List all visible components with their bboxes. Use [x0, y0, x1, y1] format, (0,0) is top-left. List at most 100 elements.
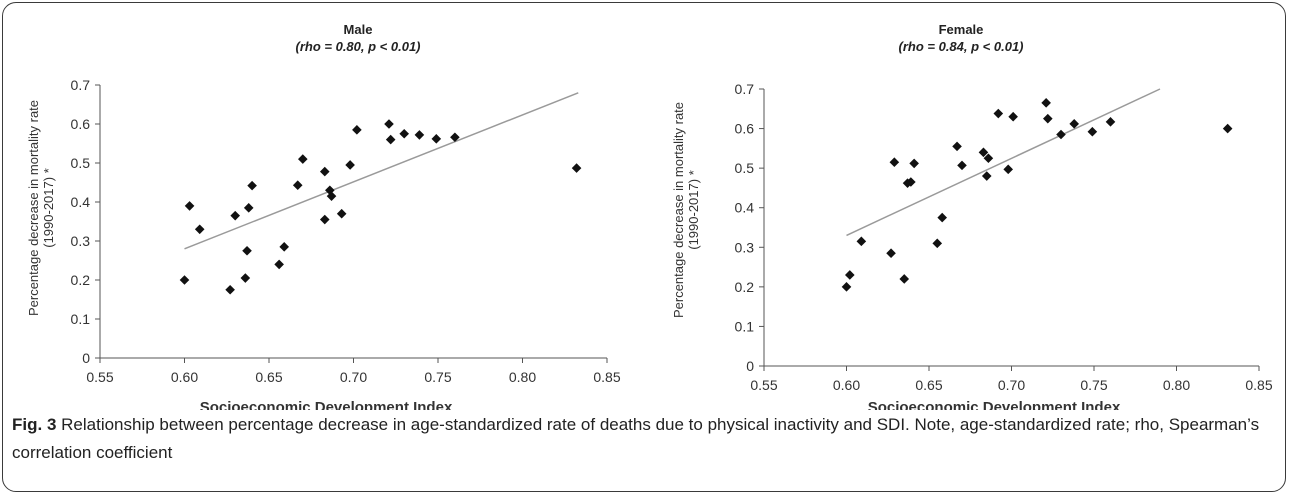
female-data-point	[983, 153, 994, 164]
female-x-tick-label: 0.55	[750, 377, 777, 393]
male-data-point	[385, 134, 396, 145]
female-y-tick-label: 0.2	[735, 279, 755, 295]
female-x-axis-label: Socioeconomic Development Index	[868, 399, 1121, 410]
male-x-tick-label: 0.60	[171, 369, 198, 385]
female-data-point	[886, 248, 896, 259]
male-data-point	[571, 163, 582, 173]
female-chart-title: Female	[939, 22, 984, 37]
female-data-point	[1041, 98, 1051, 108]
figure-caption: Fig. 3 Relationship between percentage d…	[12, 411, 1262, 467]
male-x-tick-label: 0.65	[255, 369, 282, 385]
male-x-tick-label: 0.75	[424, 369, 451, 385]
figure-caption-label: Fig. 3	[12, 415, 57, 434]
female-y-axis-label-2: (1990-2017) *	[686, 170, 701, 250]
female-trendline	[846, 88, 1161, 237]
female-data-point	[1043, 113, 1053, 124]
female-data-point	[1069, 119, 1079, 129]
male-scatter-plot: 0 0.1 0.2 0.3 0.4 0.5 0.6 0.7 0.55 0.60 0.65 0.70 0.…	[71, 77, 621, 385]
female-x-tick-label: 0.80	[1163, 377, 1190, 393]
male-x-tick-label: 0.55	[86, 369, 113, 385]
female-data-point	[1008, 111, 1018, 122]
male-y-tick-label: 0.5	[71, 155, 91, 171]
male-data-point	[243, 203, 254, 213]
male-data-point	[225, 284, 235, 295]
male-data-point	[230, 210, 240, 221]
female-data-point	[841, 282, 852, 292]
male-data-point	[326, 191, 337, 201]
female-data-point	[1003, 164, 1013, 175]
male-x-tick-label: 0.80	[509, 369, 536, 385]
male-chart-subtitle: (rho = 0.80, p < 0.01)	[296, 39, 421, 54]
male-y-tick-label: 0.7	[71, 77, 91, 93]
male-x-tick-label: 0.70	[340, 369, 367, 385]
male-data-point	[325, 185, 335, 196]
female-x-tick-label: 0.75	[1080, 377, 1107, 393]
male-trendline	[184, 92, 579, 250]
female-data-point	[957, 160, 967, 171]
female-data-point	[952, 141, 962, 152]
female-y-tick-label: 0	[746, 358, 754, 374]
figure-charts: Male (rho = 0.80, p < 0.01) Socioeconomi…	[26, 22, 1273, 410]
female-data-point	[978, 147, 989, 158]
male-data-point	[279, 242, 290, 252]
male-data-point	[319, 166, 330, 177]
male-y-tick-label: 0.2	[71, 272, 91, 288]
male-data-point	[242, 245, 252, 256]
male-data-point	[298, 154, 308, 164]
male-y-tick-label: 0.6	[71, 116, 91, 132]
female-data-point	[845, 270, 855, 280]
male-data-point	[274, 259, 284, 270]
female-y-tick-label: 0.4	[735, 200, 755, 216]
male-data-point	[292, 180, 303, 191]
male-y-axis-label: Percentage decrease in mortality rate	[26, 100, 41, 316]
male-data-point	[345, 160, 355, 170]
male-x-tick-label: 0.85	[593, 369, 620, 385]
male-data-point	[194, 224, 205, 235]
male-data-point	[184, 201, 195, 211]
female-x-tick-label: 0.60	[833, 377, 860, 393]
female-data-point	[899, 274, 910, 284]
male-data-point	[399, 128, 409, 139]
male-data-point	[179, 275, 190, 285]
female-chart-subtitle: (rho = 0.84, p < 0.01)	[899, 39, 1024, 54]
female-data-point	[906, 177, 916, 187]
female-x-tick-label: 0.65	[915, 377, 942, 393]
female-data-point	[981, 171, 992, 181]
male-data-point	[414, 130, 425, 140]
female-x-tick-label: 0.85	[1245, 377, 1272, 393]
female-y-tick-label: 0.6	[735, 121, 755, 137]
female-y-tick-label: 0.3	[735, 239, 755, 255]
female-data-point	[937, 212, 947, 223]
male-data-point	[352, 125, 362, 135]
female-x-tick-label: 0.70	[998, 377, 1025, 393]
male-y-tick-label: 0.1	[71, 311, 91, 327]
male-data-point	[247, 180, 257, 191]
female-y-tick-label: 0.7	[735, 81, 755, 97]
female-data-point	[856, 236, 867, 247]
female-data-point	[1222, 123, 1233, 134]
male-y-tick-label: 0.4	[71, 194, 91, 210]
male-data-point	[431, 134, 442, 144]
male-data-point	[319, 214, 330, 225]
male-data-point	[240, 273, 251, 283]
male-y-tick-label: 0.3	[71, 233, 91, 249]
female-y-axis-label: Percentage decrease in mortality rate	[671, 102, 686, 318]
male-x-axis-label: Socioeconomic Development Index	[200, 399, 453, 410]
female-data-point	[1087, 126, 1098, 137]
female-data-point	[909, 158, 919, 169]
female-data-point	[993, 108, 1004, 119]
female-scatter-plot: 0 0.1 0.2 0.3 0.4 0.5 0.6 0.7 0.55 0.60 0.65 0.70 0.…	[735, 81, 1273, 393]
male-chart-title: Male	[344, 22, 373, 37]
male-data-point	[384, 119, 394, 129]
male-y-tick-label: 0	[82, 350, 90, 366]
female-y-tick-label: 0.5	[735, 160, 755, 176]
female-data-point	[889, 157, 900, 168]
male-data-point	[336, 208, 347, 219]
figure-caption-text: Relationship between percentage decrease…	[12, 415, 1260, 462]
female-data-point	[932, 238, 943, 249]
male-data-point	[450, 132, 460, 143]
male-y-axis-label-2: (1990-2017) *	[41, 168, 56, 248]
female-y-tick-label: 0.1	[735, 318, 755, 334]
female-data-point	[1105, 117, 1116, 127]
